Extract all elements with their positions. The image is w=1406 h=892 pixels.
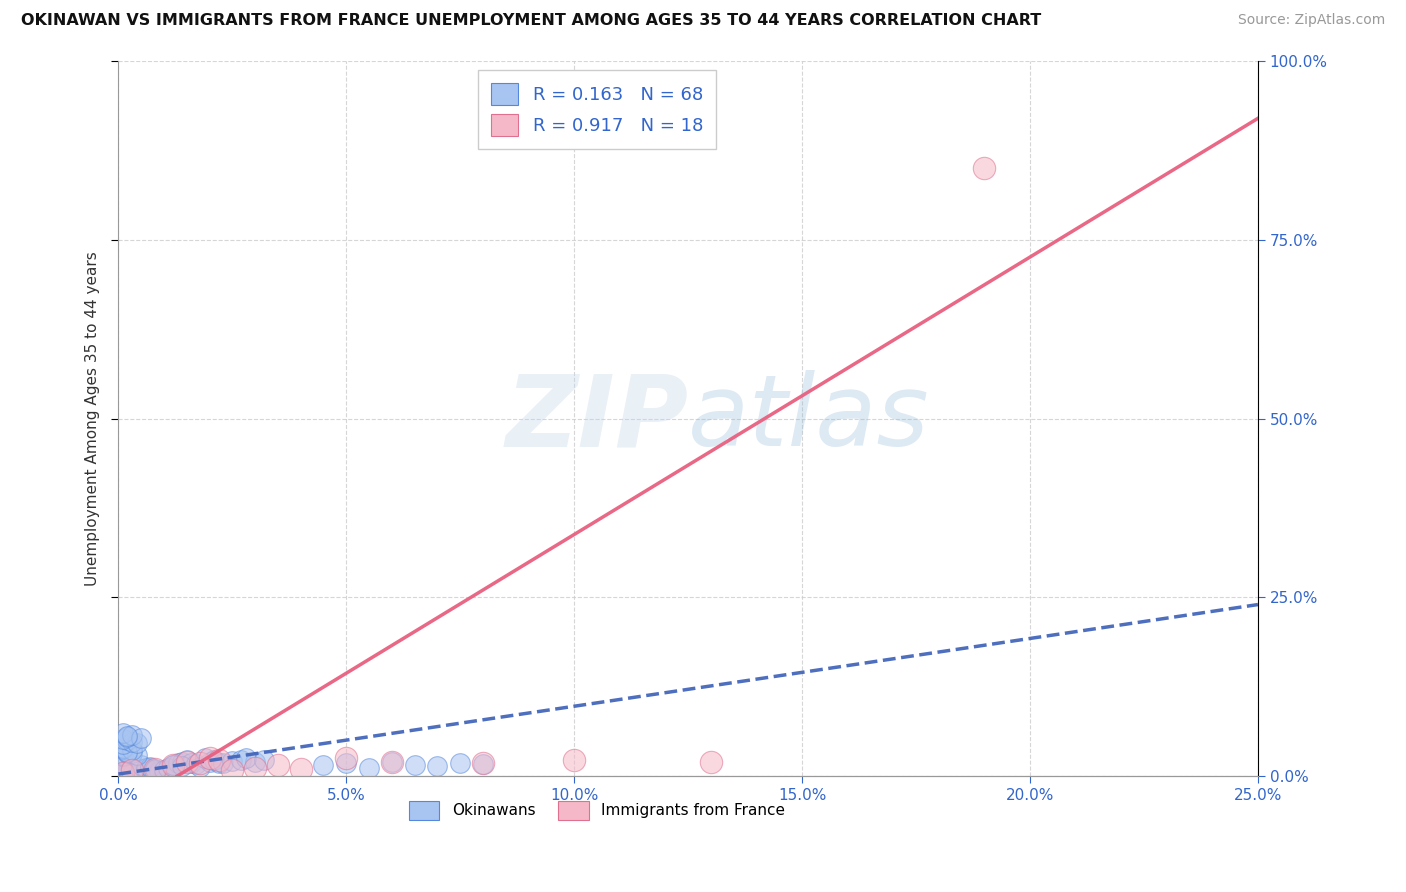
Point bbox=[125, 735, 148, 749]
Point bbox=[235, 751, 257, 765]
Point bbox=[117, 744, 139, 758]
Point bbox=[166, 756, 188, 771]
Point bbox=[111, 764, 134, 779]
Point bbox=[121, 767, 143, 781]
Point bbox=[111, 765, 134, 780]
Point bbox=[111, 768, 134, 782]
Point bbox=[176, 754, 198, 768]
Point bbox=[449, 756, 471, 770]
Point bbox=[208, 756, 231, 771]
Point bbox=[121, 728, 143, 742]
Text: atlas: atlas bbox=[688, 370, 929, 467]
Point bbox=[111, 765, 134, 780]
Point bbox=[121, 746, 143, 760]
Point bbox=[243, 761, 266, 775]
Point bbox=[190, 760, 212, 774]
Point bbox=[143, 762, 166, 776]
Point bbox=[117, 767, 139, 781]
Point bbox=[267, 758, 290, 772]
Point bbox=[125, 748, 148, 763]
Point bbox=[208, 754, 231, 768]
Point bbox=[562, 754, 585, 768]
Point bbox=[381, 755, 404, 769]
Point bbox=[143, 762, 166, 776]
Point bbox=[121, 764, 143, 778]
Point bbox=[172, 755, 194, 769]
Point bbox=[117, 729, 139, 743]
Point bbox=[335, 756, 357, 771]
Point bbox=[117, 764, 139, 779]
Point bbox=[111, 742, 134, 756]
Point bbox=[135, 761, 157, 775]
Point bbox=[312, 758, 335, 772]
Point bbox=[472, 756, 495, 771]
Text: Source: ZipAtlas.com: Source: ZipAtlas.com bbox=[1237, 13, 1385, 28]
Point bbox=[143, 763, 166, 777]
Point bbox=[180, 756, 202, 770]
Point bbox=[184, 757, 207, 772]
Point bbox=[198, 755, 221, 769]
Y-axis label: Unemployment Among Ages 35 to 44 years: Unemployment Among Ages 35 to 44 years bbox=[86, 252, 100, 586]
Point bbox=[290, 762, 312, 776]
Point bbox=[212, 756, 235, 770]
Point bbox=[117, 730, 139, 744]
Point bbox=[117, 733, 139, 747]
Legend: Okinawans, Immigrants from France: Okinawans, Immigrants from France bbox=[402, 795, 792, 826]
Point bbox=[129, 758, 152, 772]
Point bbox=[111, 740, 134, 755]
Point bbox=[243, 755, 266, 769]
Point bbox=[253, 754, 276, 768]
Point bbox=[135, 764, 157, 778]
Point bbox=[190, 756, 212, 771]
Point bbox=[973, 161, 995, 176]
Point bbox=[221, 754, 243, 768]
Point bbox=[139, 761, 162, 775]
Point bbox=[357, 761, 380, 775]
Point bbox=[111, 726, 134, 740]
Point bbox=[153, 764, 176, 778]
Point bbox=[125, 768, 148, 782]
Point bbox=[111, 737, 134, 751]
Point bbox=[162, 757, 184, 772]
Point bbox=[404, 757, 426, 772]
Point bbox=[176, 755, 198, 769]
Point bbox=[111, 731, 134, 746]
Text: ZIP: ZIP bbox=[505, 370, 688, 467]
Point bbox=[148, 764, 170, 779]
Point bbox=[194, 751, 217, 765]
Point bbox=[139, 760, 162, 774]
Point bbox=[121, 743, 143, 757]
Point bbox=[381, 755, 404, 769]
Point bbox=[117, 746, 139, 760]
Point bbox=[111, 749, 134, 764]
Point bbox=[111, 766, 134, 780]
Point bbox=[162, 758, 184, 772]
Point bbox=[426, 759, 449, 773]
Point bbox=[117, 768, 139, 782]
Point bbox=[198, 751, 221, 765]
Point bbox=[231, 753, 253, 767]
Point bbox=[172, 759, 194, 773]
Point bbox=[117, 745, 139, 759]
Text: OKINAWAN VS IMMIGRANTS FROM FRANCE UNEMPLOYMENT AMONG AGES 35 TO 44 YEARS CORREL: OKINAWAN VS IMMIGRANTS FROM FRANCE UNEMP… bbox=[21, 13, 1042, 29]
Point bbox=[335, 751, 357, 765]
Point bbox=[121, 735, 143, 749]
Point bbox=[121, 768, 143, 782]
Point bbox=[162, 758, 184, 772]
Point bbox=[472, 757, 495, 772]
Point bbox=[129, 731, 152, 746]
Point bbox=[129, 762, 152, 776]
Point bbox=[111, 747, 134, 762]
Point bbox=[221, 764, 243, 778]
Point bbox=[700, 755, 723, 769]
Point bbox=[157, 761, 180, 775]
Point bbox=[202, 754, 225, 768]
